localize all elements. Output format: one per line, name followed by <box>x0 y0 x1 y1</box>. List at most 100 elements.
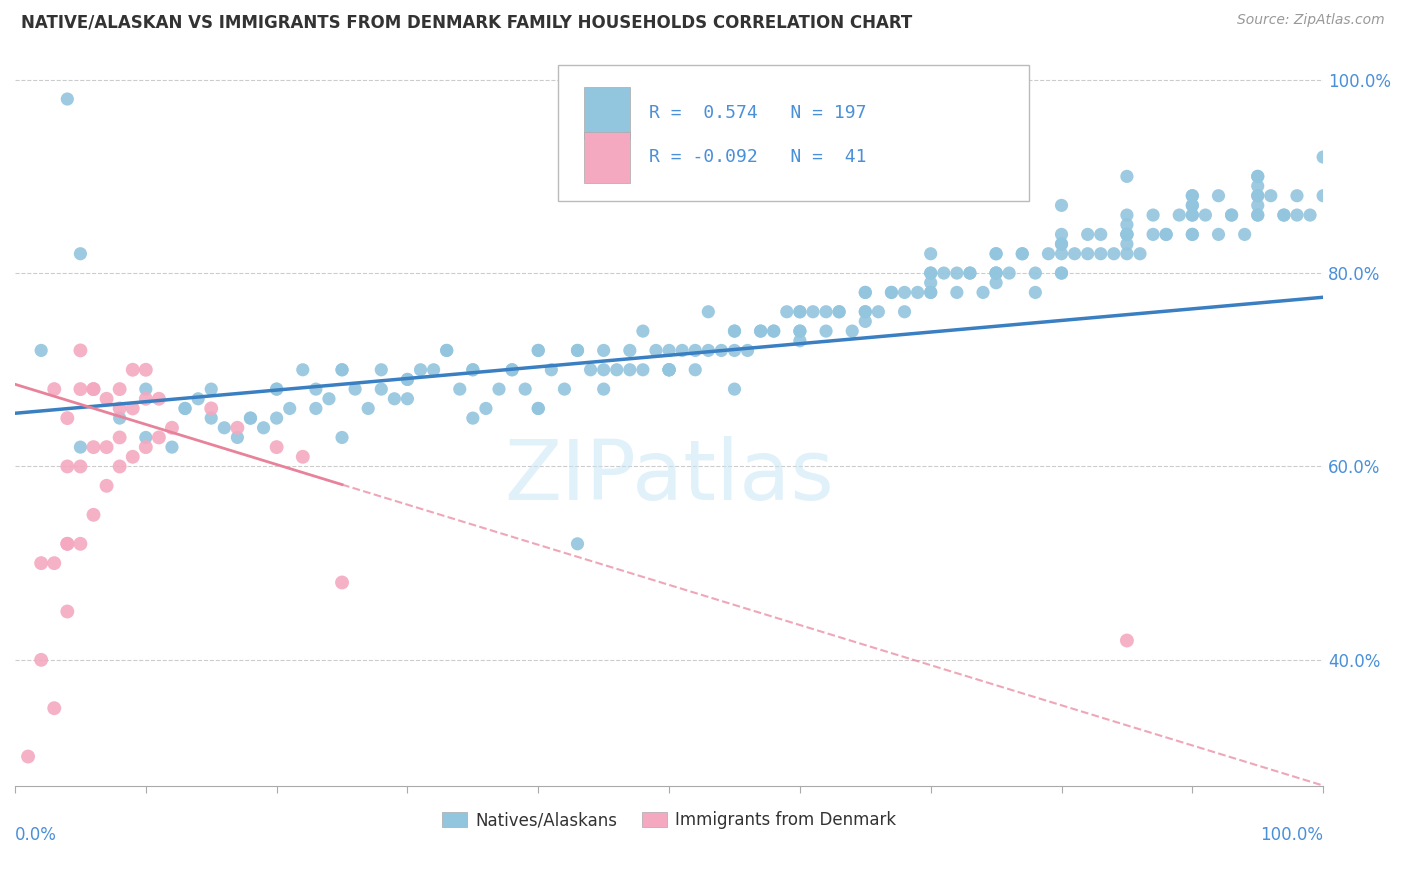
FancyBboxPatch shape <box>583 87 630 139</box>
Point <box>121 450 143 464</box>
Point <box>1154 227 1177 242</box>
Point <box>631 324 654 338</box>
Point <box>475 401 498 416</box>
Point <box>69 440 91 454</box>
Point <box>1272 208 1295 222</box>
Point <box>567 343 589 358</box>
Point <box>1116 218 1139 232</box>
Point <box>868 304 890 318</box>
Point <box>108 430 131 444</box>
Text: 0.0%: 0.0% <box>15 826 56 844</box>
Point <box>1220 208 1243 222</box>
Point <box>1247 208 1270 222</box>
Point <box>1116 633 1139 648</box>
Point <box>330 363 353 377</box>
Text: NATIVE/ALASKAN VS IMMIGRANTS FROM DENMARK FAMILY HOUSEHOLDS CORRELATION CHART: NATIVE/ALASKAN VS IMMIGRANTS FROM DENMAR… <box>21 13 912 31</box>
Point <box>108 411 131 425</box>
Point <box>214 421 236 435</box>
Point <box>330 363 353 377</box>
Point <box>801 304 824 318</box>
Point <box>266 440 288 454</box>
Point <box>540 363 562 377</box>
Point <box>1312 150 1334 164</box>
Point <box>200 411 222 425</box>
Point <box>658 363 681 377</box>
Point <box>44 701 66 715</box>
Point <box>135 392 157 406</box>
Point <box>749 324 772 338</box>
Point <box>96 440 118 454</box>
Point <box>56 92 79 106</box>
Point <box>1272 208 1295 222</box>
Point <box>226 430 249 444</box>
Point <box>737 343 759 358</box>
Text: ZIPatlas: ZIPatlas <box>505 436 834 517</box>
Point <box>30 653 52 667</box>
Point <box>1050 227 1073 242</box>
Point <box>1116 237 1139 252</box>
Point <box>762 324 785 338</box>
Point <box>683 343 706 358</box>
Point <box>1168 208 1191 222</box>
Point <box>305 382 328 396</box>
Point <box>1220 208 1243 222</box>
Point <box>1063 246 1085 260</box>
Point <box>683 363 706 377</box>
Point <box>1090 227 1112 242</box>
Point <box>592 382 614 396</box>
Point <box>527 343 550 358</box>
Point <box>1011 246 1033 260</box>
Text: Source: ZipAtlas.com: Source: ZipAtlas.com <box>1237 13 1385 28</box>
Point <box>658 363 681 377</box>
Point <box>422 363 444 377</box>
Point <box>984 266 1007 280</box>
Point <box>396 372 419 386</box>
Point <box>1181 227 1204 242</box>
Point <box>853 314 876 328</box>
Point <box>82 382 104 396</box>
Point <box>239 411 262 425</box>
Point <box>56 537 79 551</box>
Point <box>69 459 91 474</box>
Point <box>135 430 157 444</box>
Point <box>1247 188 1270 202</box>
Point <box>815 324 838 338</box>
Point <box>658 363 681 377</box>
Point <box>108 401 131 416</box>
Point <box>135 382 157 396</box>
Point <box>501 363 523 377</box>
Point <box>762 324 785 338</box>
Point <box>160 440 183 454</box>
Point <box>370 363 392 377</box>
Point <box>1129 246 1152 260</box>
Point <box>880 285 903 300</box>
Point <box>853 285 876 300</box>
Point <box>853 304 876 318</box>
Point <box>920 266 942 280</box>
Point <box>1247 208 1270 222</box>
Point <box>972 285 994 300</box>
Point <box>357 401 380 416</box>
Point <box>409 363 432 377</box>
Point <box>998 266 1021 280</box>
Point <box>396 372 419 386</box>
Point <box>135 440 157 454</box>
Point <box>789 304 811 318</box>
Point <box>631 363 654 377</box>
Point <box>69 382 91 396</box>
Point <box>1024 285 1046 300</box>
Point <box>1312 188 1334 202</box>
Legend: Natives/Alaskans, Immigrants from Denmark: Natives/Alaskans, Immigrants from Denmar… <box>434 805 903 836</box>
Point <box>1050 237 1073 252</box>
Point <box>1077 227 1099 242</box>
Point <box>1285 208 1308 222</box>
Point <box>789 304 811 318</box>
Point <box>815 304 838 318</box>
Point <box>82 440 104 454</box>
Point <box>907 285 929 300</box>
Point <box>1050 266 1073 280</box>
Point <box>1208 188 1230 202</box>
Point <box>1050 237 1073 252</box>
Point <box>266 382 288 396</box>
Point <box>382 392 405 406</box>
